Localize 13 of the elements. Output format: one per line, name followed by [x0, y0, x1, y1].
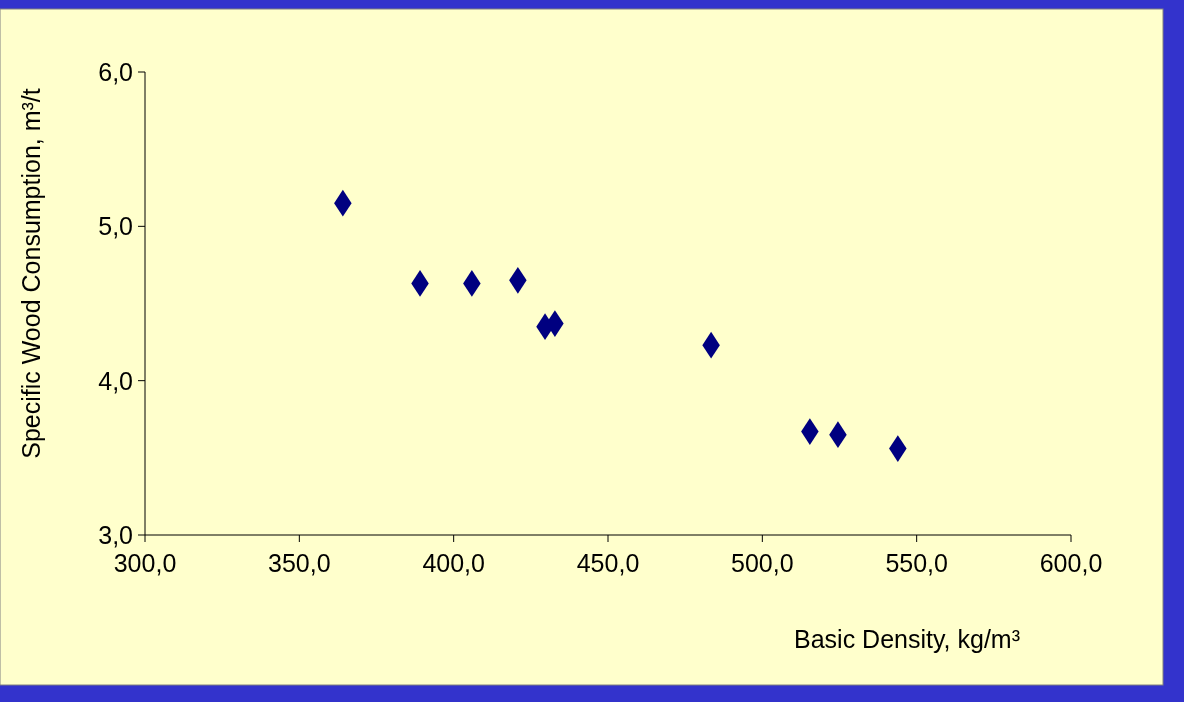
x-tick-label: 300,0 — [113, 549, 177, 577]
y-tick-label: 6,0 — [98, 58, 133, 86]
y-axis-title: Specific Wood Consumption, m³/t — [17, 88, 45, 459]
x-tick-label: 350,0 — [268, 549, 331, 577]
x-axis-title: Basic Density, kg/m³ — [794, 625, 1020, 653]
y-tick-label: 3,0 — [98, 521, 133, 549]
x-tick-label: 500,0 — [731, 549, 794, 577]
y-tick-label: 4,0 — [98, 366, 133, 395]
x-tick-label: 400,0 — [422, 549, 485, 577]
y-tick-label: 5,0 — [98, 212, 133, 241]
x-tick-label: 450,0 — [576, 549, 640, 577]
x-tick-label: 600,0 — [1039, 549, 1103, 577]
x-tick-label: 550,0 — [885, 549, 948, 577]
